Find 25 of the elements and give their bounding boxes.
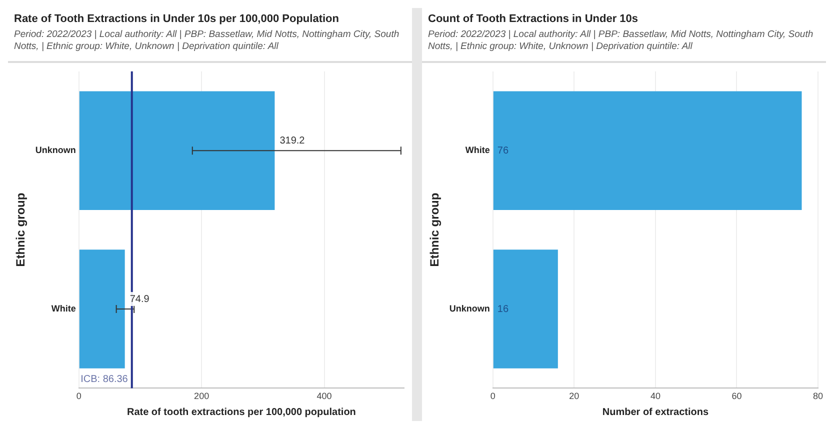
ref-line-label: ICB: 86.36 bbox=[80, 374, 128, 385]
y-tick-label: White bbox=[51, 303, 76, 314]
data-label: 16 bbox=[497, 304, 509, 315]
x-tick-label: 400 bbox=[316, 391, 332, 402]
chart-subtitle: Period: 2022/2023 | Local authority: All | PBP: Bassetlaw, Mid Notts, Nottingham City, South Notts, | Ethnic group: White, Unknown | Deprivation quintile: All bbox=[428, 29, 814, 53]
y-tick-label: White bbox=[465, 145, 490, 156]
chart-title: Rate of Tooth Extractions in Under 10s per 100,000 Population bbox=[14, 12, 340, 27]
y-axis-title: Ethnic group bbox=[428, 192, 442, 267]
chart-title: Count of Tooth Extractions in Under 10s bbox=[428, 12, 640, 27]
y-tick-label: Unknown bbox=[449, 303, 490, 314]
data-label: 319.2 bbox=[280, 135, 306, 146]
chart-subtitle: Period: 2022/2023 | Local authority: All | PBP: Bassetlaw, Mid Notts, Nottingham City, South Notts, | Ethnic group: White, Unknown | Deprivation quintile: All bbox=[14, 29, 400, 53]
x-tick-label: 40 bbox=[650, 391, 660, 402]
x-tick-label: 80 bbox=[812, 391, 823, 402]
x-tick-label: 200 bbox=[194, 391, 210, 402]
y-axis-title: Ethnic group bbox=[14, 192, 28, 267]
x-tick-label: 0 bbox=[76, 391, 82, 402]
y-tick-label: Unknown bbox=[35, 145, 76, 156]
data-label: 76 bbox=[497, 145, 509, 156]
x-axis-title: Rate of tooth extractions per 100,000 population bbox=[126, 406, 356, 418]
x-axis-title: Number of extractions bbox=[602, 406, 709, 418]
x-tick-label: 60 bbox=[732, 391, 742, 402]
x-tick-label: 20 bbox=[569, 391, 580, 402]
x-tick-label: 0 bbox=[490, 391, 496, 402]
data-label: 74.9 bbox=[130, 294, 150, 305]
